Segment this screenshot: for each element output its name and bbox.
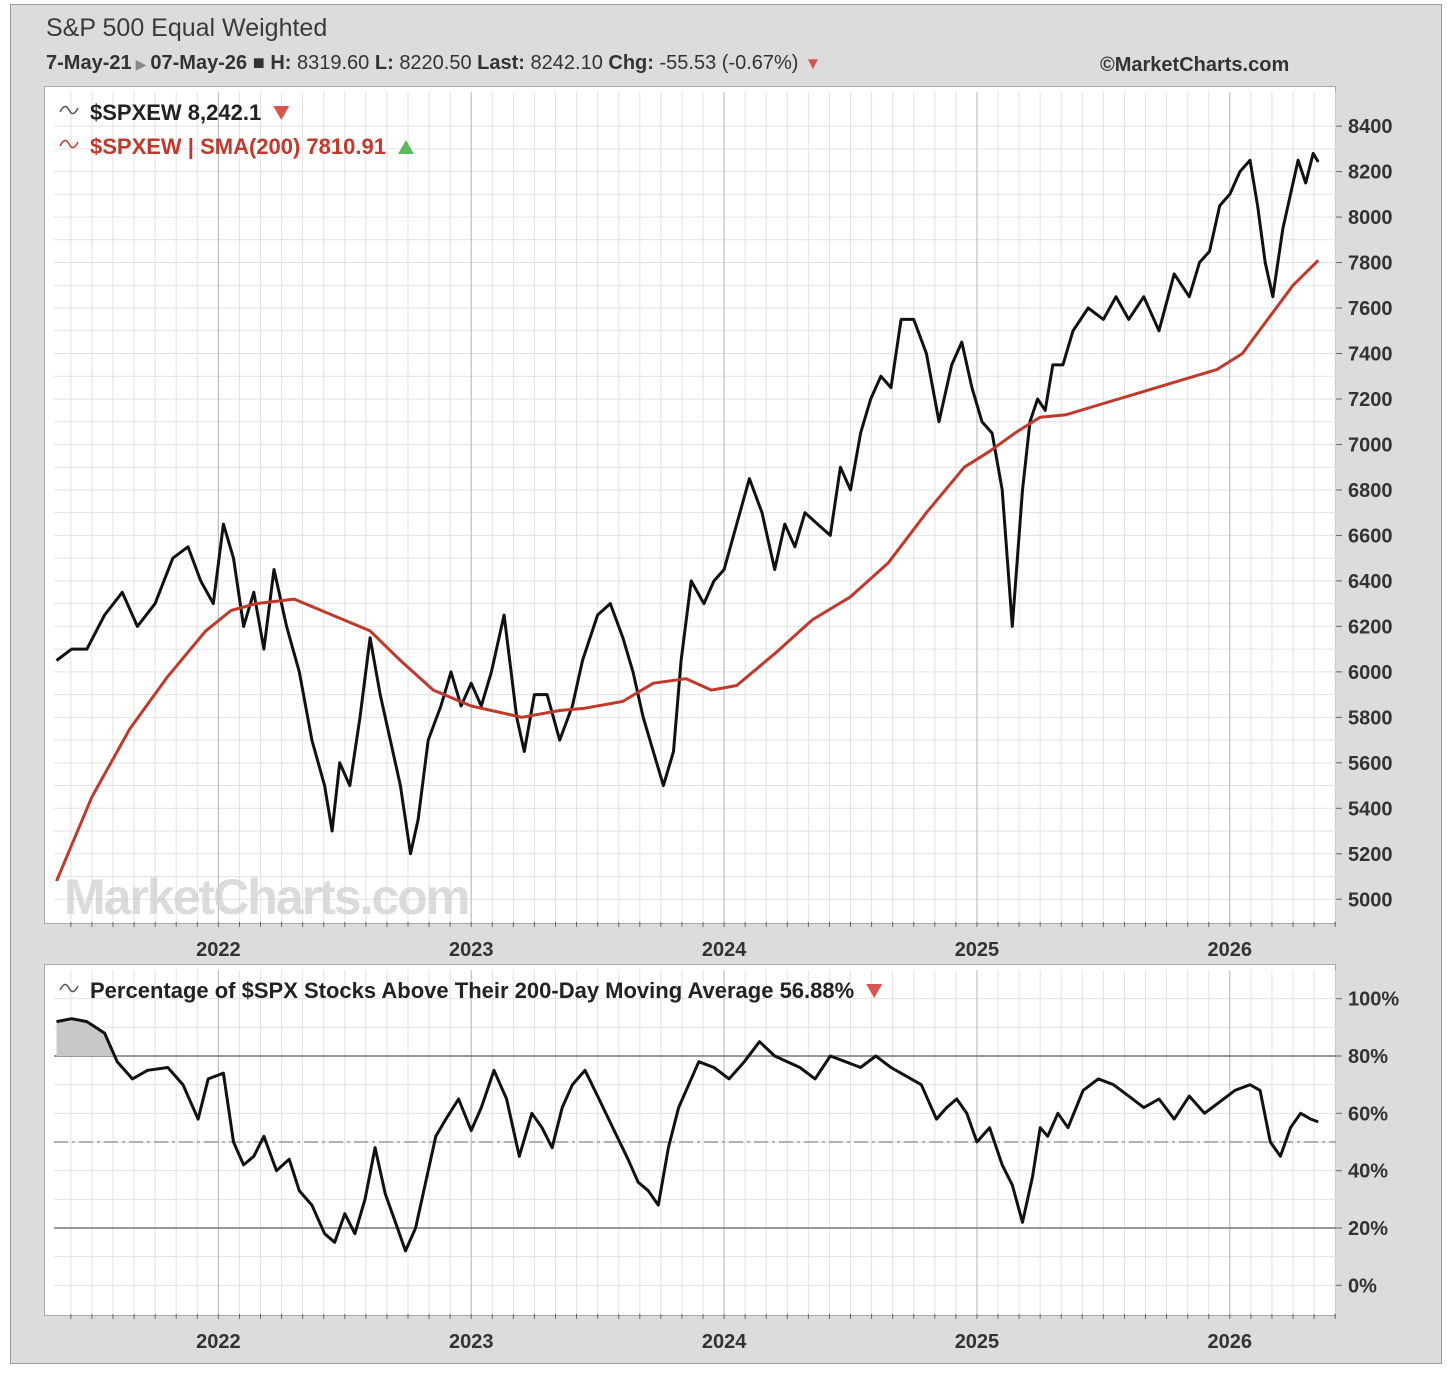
y-tick-label: 6000 (1348, 662, 1393, 684)
y-tick-label: 20% (1348, 1218, 1388, 1240)
y-tick-label: 7000 (1348, 434, 1393, 456)
legend-line-icon (59, 983, 79, 993)
x-tick-label: 2024 (702, 1331, 747, 1353)
legend-entry: Percentage of $SPX Stocks Above Their 20… (90, 978, 854, 1003)
high-label: H: (270, 52, 292, 74)
legend-line-icon (59, 139, 79, 149)
x-tick-label: 2025 (955, 939, 1000, 961)
breadth-chart: 2022 2023 2024 2025 2026 0% 20% 40% 60% 80% 100% Pe… (54, 970, 1399, 1353)
y-tick-label: 5600 (1348, 753, 1393, 775)
x-tick-label: 2023 (449, 939, 494, 961)
y-tick-label: 100% (1348, 989, 1399, 1011)
y-tick-label: 7800 (1348, 253, 1393, 275)
y-tick-label: 5000 (1348, 889, 1393, 911)
range-arrow-icon: ▶ (135, 56, 147, 72)
y-tick-label: 6200 (1348, 616, 1393, 638)
last-label: Last: (477, 52, 525, 74)
low-label: L: (374, 52, 394, 74)
legend-line-icon (59, 105, 79, 115)
up-triangle-icon (397, 140, 414, 154)
price-panel (44, 86, 1336, 924)
y-tick-label: 7600 (1348, 298, 1393, 320)
x-tick-label: 2025 (955, 1331, 1000, 1353)
x-tick-label: 2026 (1208, 939, 1253, 961)
y-tick-label: 6800 (1348, 480, 1393, 502)
chg-label: Chg: (608, 52, 654, 74)
breadth-panel (44, 964, 1336, 1316)
y-tick-label: 7200 (1348, 389, 1393, 411)
watermark-logo: MarketCharts.com (64, 869, 468, 925)
y-tick-label: 5200 (1348, 844, 1393, 866)
sma-line (55, 259, 1320, 882)
legend-entry: $SPXEW | SMA(200) 7810.91 (90, 134, 386, 159)
down-triangle-icon (273, 106, 290, 120)
credit-label: ©MarketCharts.com (1100, 54, 1290, 76)
high-value: 8319.60 (297, 52, 370, 74)
legend-entry: $SPXEW 8,242.1 (90, 100, 261, 125)
chg-value: -55.53 (-0.67%) (659, 52, 799, 74)
date-end: 07-May-26 (150, 52, 248, 74)
y-tick-label: 80% (1348, 1046, 1388, 1068)
date-start: 7-May-21 (46, 52, 132, 74)
series-line (56, 1017, 1319, 1253)
series-line (55, 151, 1320, 856)
x-tick-label: 2026 (1208, 1331, 1253, 1353)
y-tick-label: 8000 (1348, 207, 1393, 229)
chart-meta: 7-May-21 ▶ 07-May-26 ■ H: 8319.60 L: 8220.… (46, 52, 821, 75)
chart-title: S&P 500 Equal Weighted (46, 14, 328, 42)
y-tick-label: 60% (1348, 1103, 1388, 1125)
y-tick-label: 5400 (1348, 798, 1393, 820)
overbought-shade (56, 1018, 113, 1056)
y-tick-label: 40% (1348, 1161, 1388, 1183)
down-triangle-icon (866, 984, 883, 998)
y-tick-label: 7400 (1348, 344, 1393, 366)
bullet-icon: ■ (252, 52, 265, 74)
x-tick-label: 2022 (196, 939, 241, 961)
y-tick-label: 8400 (1348, 116, 1393, 138)
down-triangle-icon: ▼ (804, 54, 822, 73)
low-value: 8220.50 (399, 52, 472, 74)
x-tick-label: 2024 (702, 939, 747, 961)
last-value: 8242.10 (530, 52, 603, 74)
price-chart: 2022 2023 2024 2025 2026 5000 5200 5400 5600 5800… (54, 92, 1393, 961)
x-tick-label: 2023 (449, 1331, 494, 1353)
y-tick-label: 0% (1348, 1275, 1377, 1297)
y-tick-label: 6600 (1348, 525, 1393, 547)
y-tick-label: 6400 (1348, 571, 1393, 593)
x-tick-label: 2022 (196, 1331, 241, 1353)
y-tick-label: 8200 (1348, 162, 1393, 184)
y-tick-label: 5800 (1348, 707, 1393, 729)
